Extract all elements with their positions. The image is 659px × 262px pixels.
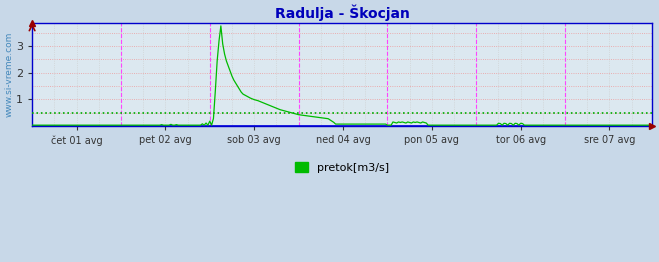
Title: Radulja - Škocjan: Radulja - Škocjan (275, 4, 409, 21)
Y-axis label: www.si-vreme.com: www.si-vreme.com (4, 32, 13, 117)
Legend: pretok[m3/s]: pretok[m3/s] (291, 158, 393, 177)
